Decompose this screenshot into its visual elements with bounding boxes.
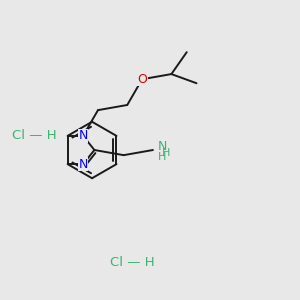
Text: N: N — [78, 158, 88, 171]
Text: H: H — [162, 148, 170, 158]
Text: Cl — H: Cl — H — [12, 129, 56, 142]
Text: O: O — [137, 73, 147, 86]
Text: Cl — H: Cl — H — [110, 256, 154, 269]
Text: H: H — [158, 152, 166, 162]
Text: N: N — [158, 140, 167, 153]
Text: N: N — [78, 129, 88, 142]
